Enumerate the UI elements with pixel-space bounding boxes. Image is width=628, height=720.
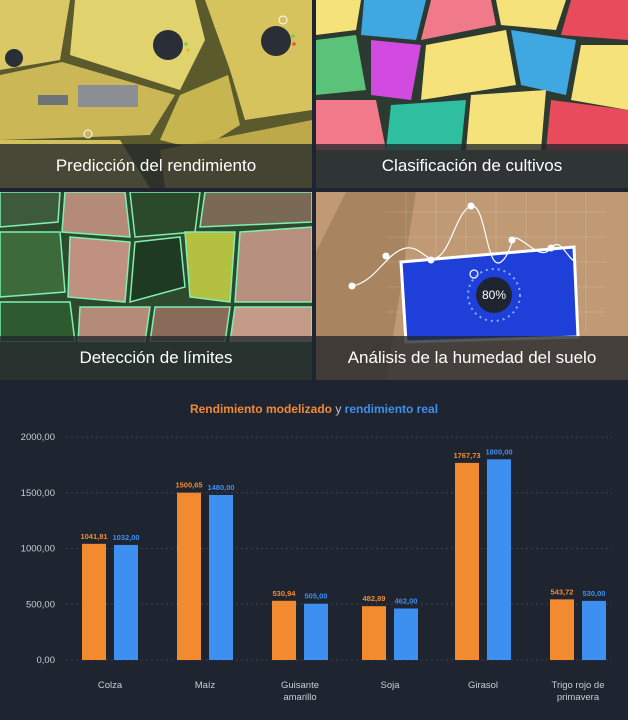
y-tick-label: 0,00 [37,655,56,666]
yield-chart: Rendimiento modelizado y rendimiento rea… [0,380,628,720]
tile-caption: Predicción del rendimiento [0,144,312,188]
category-label: Guisante [281,680,319,691]
bar-real [114,544,138,660]
data-label-modeled: 543,72 [551,587,574,596]
tile-boundary-detection[interactable]: Detección de límites [0,192,312,380]
bar-modeled [455,462,479,660]
category-label: Colza [98,680,123,691]
chart-title: Rendimiento modelizado y rendimiento rea… [0,402,628,416]
data-label-real: 1800,00 [485,447,512,456]
y-tick-label: 500,00 [26,599,55,610]
bar-modeled [550,599,574,660]
bar-chart-svg: 0,00 500,00 1000,00 1500,00 2000,00 1041,81 15… [21,432,612,703]
tile-caption: Análisis de la humedad del suelo [316,336,628,380]
category-label: Girasol [468,680,498,691]
data-label-real: 1480,00 [207,483,234,492]
tile-yield-prediction[interactable]: Predicción del rendimiento [0,0,312,188]
data-label-modeled: 1767,73 [453,451,480,460]
category-label: amarillo [283,692,316,703]
data-label-modeled: 1041,81 [80,532,107,541]
bar-modeled [272,600,296,660]
tile-caption: Clasificación de cultivos [316,144,628,188]
bar-real [394,608,418,660]
moisture-badge: 80% [481,288,507,302]
bar-real [304,603,328,660]
y-tick-label: 1500,00 [21,488,55,499]
data-label-modeled: 482,89 [363,594,386,603]
chart-title-connector: y [335,402,342,416]
bar-modeled [362,606,386,660]
chart-title-real: rendimiento real [344,402,439,416]
y-tick-label: 2000,00 [21,432,55,443]
bar-modeled [82,543,106,660]
data-label-real: 505,00 [305,592,328,601]
tile-caption: Detección de límites [0,336,312,380]
bar-real [487,459,511,660]
category-label: Trigo rojo de [552,680,605,691]
data-label-real: 462,00 [395,596,418,605]
feature-grid: Predicción del rendimiento Clasificación… [0,0,628,380]
chart-title-modeled: Rendimiento modelizado [189,402,332,416]
y-tick-label: 1000,00 [21,544,55,555]
tile-crop-classification[interactable]: Clasificación de cultivos [316,0,628,188]
bar-real [582,600,606,660]
data-label-modeled: 1500,65 [175,481,202,490]
data-label-real: 1032,00 [112,533,139,542]
data-label-real: 530,00 [583,589,606,598]
bar-modeled [177,492,201,660]
category-label: primavera [557,692,600,703]
category-label: Maíz [195,680,216,691]
bar-real [209,494,233,660]
tile-soil-moisture[interactable]: 80% Análisis de la humedad del suelo [316,192,628,380]
category-label: Soja [380,680,400,691]
data-label-modeled: 530,94 [273,589,297,598]
